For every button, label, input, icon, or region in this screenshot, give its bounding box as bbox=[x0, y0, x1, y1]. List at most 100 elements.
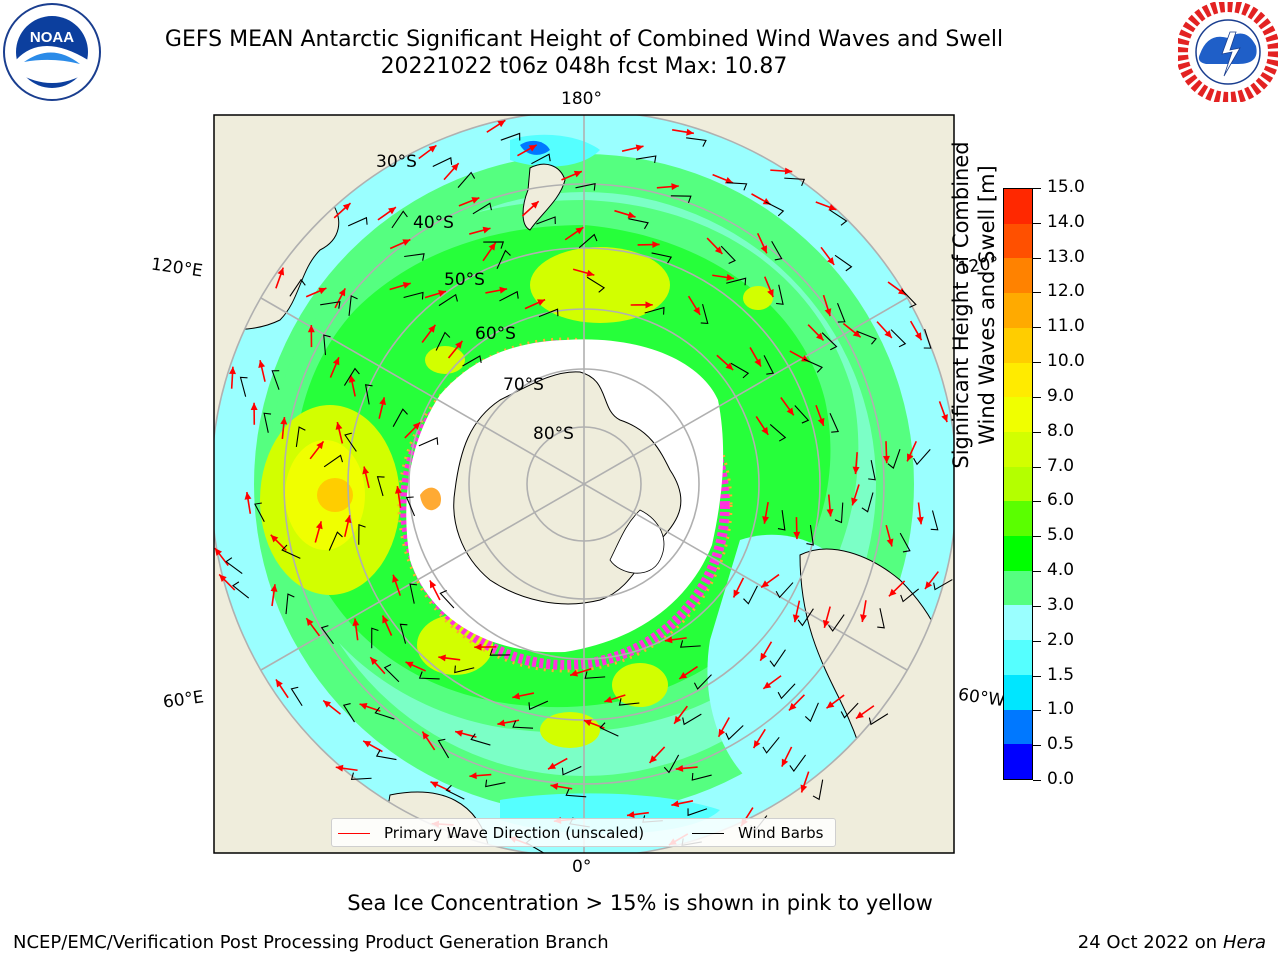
wind-barb bbox=[536, 216, 556, 225]
wind-barb bbox=[651, 252, 673, 264]
wind-barb bbox=[834, 254, 853, 272]
wave-direction-arrowhead bbox=[219, 574, 227, 583]
wave-direction-arrowhead bbox=[586, 269, 595, 277]
wind-barb bbox=[930, 510, 939, 531]
wind-barb bbox=[454, 665, 475, 674]
wave-direction-arrowhead bbox=[382, 615, 389, 624]
wind-barb bbox=[344, 432, 357, 452]
wave-direction-arrowhead bbox=[362, 466, 370, 475]
colorbar-tick bbox=[1033, 222, 1041, 224]
colorbar-segment bbox=[1004, 327, 1032, 363]
red-line-icon bbox=[338, 833, 370, 834]
wave-direction-arrowhead bbox=[793, 531, 801, 540]
colorbar-tick-label: 2.0 bbox=[1047, 629, 1075, 650]
wind-barb bbox=[682, 713, 702, 726]
lat-label-40s: 40°S bbox=[413, 213, 454, 233]
svg-text:NOAA: NOAA bbox=[30, 29, 74, 46]
wind-barb bbox=[829, 413, 840, 433]
wave-direction-arrowhead bbox=[488, 242, 496, 251]
wave-direction-arrowhead bbox=[604, 696, 613, 703]
wave-direction-arrowhead bbox=[675, 764, 684, 772]
wave-direction-arrowhead bbox=[250, 402, 258, 411]
colorbar-tick-label: 5.0 bbox=[1047, 525, 1075, 546]
wind-barb bbox=[320, 625, 334, 645]
wave-direction-arrowhead bbox=[852, 466, 860, 475]
wind-barb bbox=[901, 289, 917, 308]
wave-direction-arrowhead bbox=[671, 183, 679, 191]
wave-direction-arrowhead bbox=[528, 144, 537, 152]
colorbar-segment bbox=[1004, 536, 1032, 571]
wind-barb bbox=[861, 492, 874, 513]
colorbar-tick-label: 10.0 bbox=[1047, 351, 1085, 372]
colorbar-tick-label: 4.0 bbox=[1047, 560, 1075, 581]
wind-barb bbox=[375, 749, 397, 761]
wind-barb bbox=[789, 754, 807, 773]
colorbar-tick-label: 11.0 bbox=[1047, 316, 1085, 337]
lat-label-50s: 50°S bbox=[444, 270, 485, 290]
wave-direction-arrowhead bbox=[897, 287, 906, 295]
wave-direction-arrowhead bbox=[512, 692, 521, 700]
wind-barb bbox=[743, 585, 758, 605]
wave-direction-arrowhead bbox=[886, 538, 894, 547]
wind-barb bbox=[794, 405, 810, 424]
colorbar-segment bbox=[1004, 258, 1032, 294]
wind-barb bbox=[720, 245, 736, 264]
wind-barb bbox=[784, 177, 806, 187]
wind-barb bbox=[323, 454, 344, 468]
wind-barb bbox=[857, 331, 877, 345]
wind-barb bbox=[371, 627, 379, 649]
wind-barb bbox=[343, 367, 360, 386]
wave-direction-arrowhead bbox=[635, 144, 644, 152]
wind-barb bbox=[933, 579, 953, 591]
colorbar-segment bbox=[1004, 744, 1032, 779]
wind-barb bbox=[687, 808, 708, 817]
wind-barb bbox=[834, 502, 844, 524]
black-line-icon bbox=[692, 833, 724, 834]
colorbar-tick bbox=[1033, 327, 1041, 329]
wave-direction-arrowhead bbox=[244, 492, 252, 500]
wind-barb bbox=[457, 171, 476, 189]
wind-barb bbox=[462, 355, 482, 367]
colorbar-tick bbox=[1033, 605, 1041, 607]
wind-barb bbox=[730, 362, 750, 379]
wave-direction-arrowhead bbox=[761, 580, 770, 588]
wind-barb bbox=[679, 640, 701, 648]
wind-barb bbox=[483, 241, 505, 249]
wave-direction-arrowhead bbox=[693, 306, 701, 315]
wind-barb bbox=[489, 648, 511, 656]
wind-barb bbox=[775, 582, 794, 599]
wave-direction-arrowhead bbox=[792, 614, 800, 623]
wave-direction-arrowhead bbox=[402, 239, 411, 246]
wind-barb bbox=[700, 303, 709, 325]
wind-barb bbox=[399, 623, 408, 644]
colorbar-tick bbox=[1033, 292, 1041, 294]
wave-direction-arrowhead bbox=[941, 414, 948, 423]
wave-direction-arrowhead bbox=[430, 781, 439, 788]
wind-barb bbox=[777, 683, 796, 700]
wave-direction-arrowhead bbox=[575, 227, 584, 235]
colorbar-segment bbox=[1004, 605, 1032, 641]
colorbar-tick bbox=[1033, 675, 1041, 677]
wind-barb bbox=[438, 293, 458, 307]
wind-barb bbox=[409, 583, 418, 604]
colorbar-tick bbox=[1033, 396, 1041, 398]
lon-label-0: 0° bbox=[572, 857, 592, 877]
wind-barb bbox=[565, 788, 587, 798]
wave-direction-arrowhead bbox=[359, 703, 368, 710]
wind-barb bbox=[584, 671, 606, 679]
wind-barb bbox=[776, 284, 784, 305]
wave-direction-arrowhead bbox=[499, 286, 508, 294]
wind-barb bbox=[472, 202, 493, 215]
colorbar-tick-label: 7.0 bbox=[1047, 455, 1075, 476]
wave-direction-arrowhead bbox=[428, 324, 436, 333]
wind-barb bbox=[403, 291, 424, 300]
wave-direction-arrowhead bbox=[761, 426, 769, 435]
wave-direction-arrowhead bbox=[855, 711, 864, 719]
chart-title: GEFS MEAN Antarctic Significant Height o… bbox=[164, 27, 1004, 52]
wave-direction-arrowhead bbox=[335, 764, 344, 772]
wave-direction-arrowhead bbox=[760, 652, 767, 661]
wave-direction-arrowhead bbox=[530, 201, 539, 209]
wave-direction-arrowhead bbox=[392, 574, 399, 583]
wind-barb bbox=[404, 253, 425, 261]
wave-direction-arrowhead bbox=[786, 407, 794, 416]
